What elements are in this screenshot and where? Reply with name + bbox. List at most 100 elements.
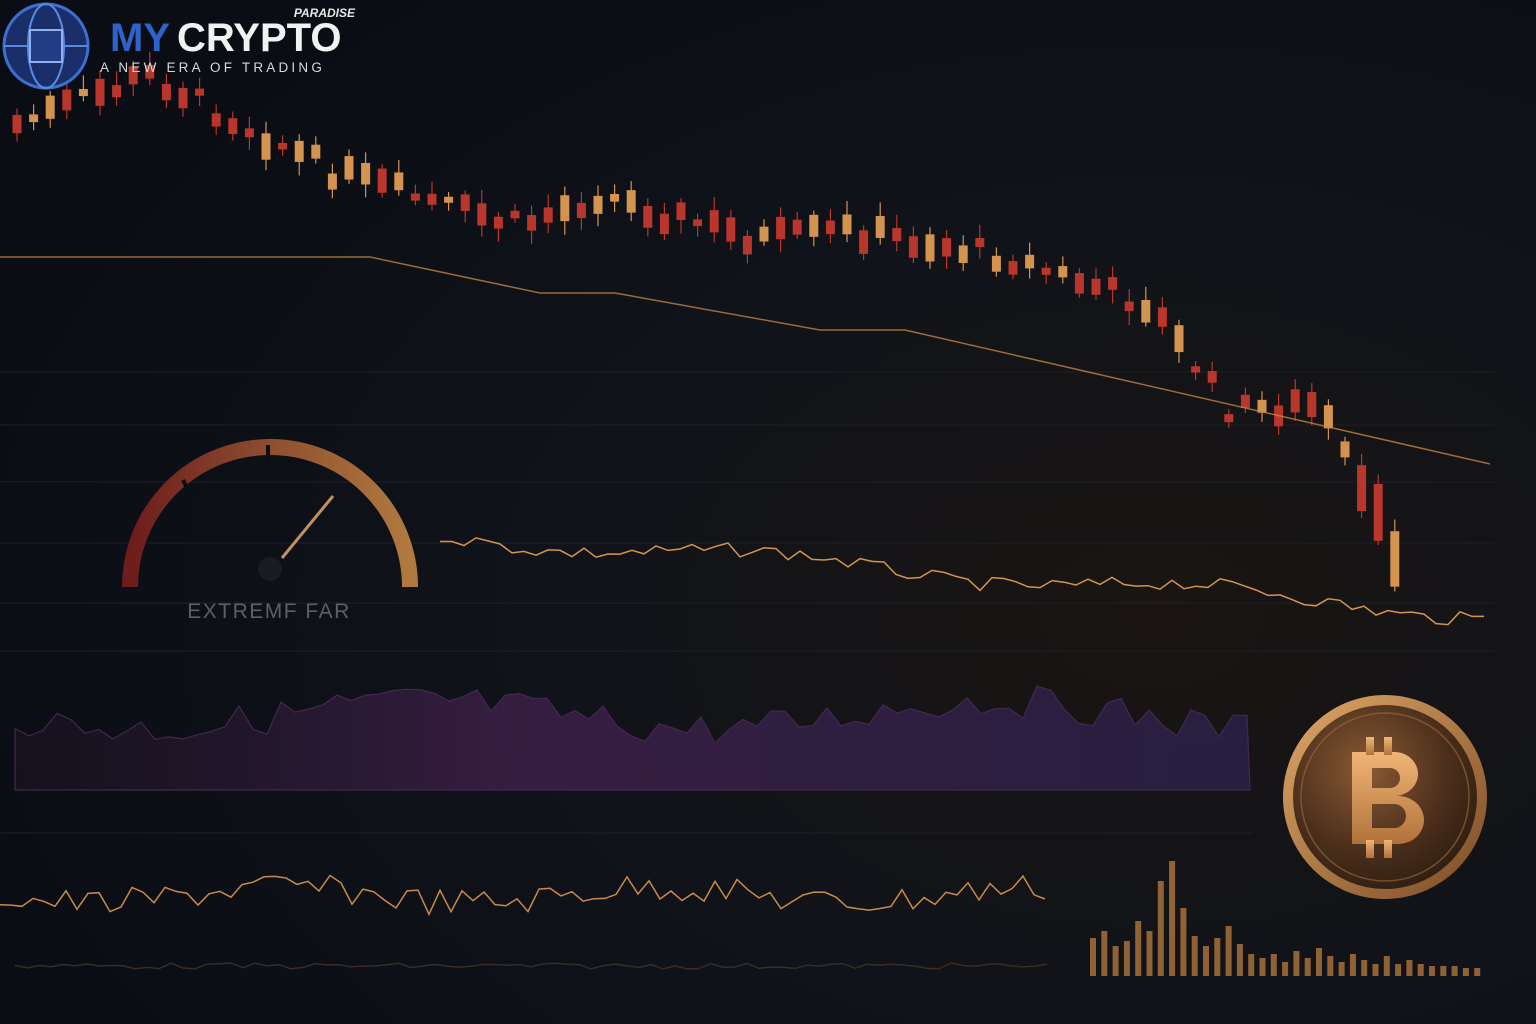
candle-body [626,190,636,213]
volume-bar [1191,936,1198,976]
volume-bar [1440,966,1447,976]
candle-body [12,114,22,134]
logo: MY CRYPTO PARADISE A NEW ERA OF TRADING [2,2,356,90]
candle-body [278,142,288,150]
candle-body [444,196,454,203]
candle-body [543,207,553,223]
coin-symbol [1352,752,1424,844]
volume-bar [1406,960,1413,976]
volume-bar [1395,964,1402,976]
sentiment-line [440,537,1484,626]
candle-body [1124,301,1134,312]
volume-bar [1417,964,1424,976]
candle-body [493,216,503,229]
volume-bar [1474,968,1481,976]
candle-body [62,89,72,111]
candle-body [958,245,968,264]
candle-body [78,88,88,97]
gauge-hub [258,557,282,581]
volume-bar [1203,946,1209,976]
candle-body [311,144,321,159]
candle-body [1008,261,1018,275]
trend-line [0,256,1491,465]
volume-bar [1101,931,1108,976]
candle-body [477,203,487,226]
candle-body [261,133,271,160]
volume-bar [1225,926,1232,976]
candle-body [244,128,254,138]
candle-body [195,88,205,96]
candle-body [1041,267,1051,275]
candle-body [1340,441,1350,458]
candle-body [112,85,122,98]
candle-body [410,193,420,201]
volume-bar [1293,951,1300,976]
gauge-label: EXTREMF FAR [187,600,351,623]
candle-body [1257,399,1267,413]
candle-body [560,195,570,222]
coin-symbol-bar [1366,840,1374,858]
volume-bar [1462,968,1469,976]
volume-bar [1180,908,1187,976]
candle-body [211,113,221,127]
candle-body [178,87,188,109]
candle-body [294,140,304,162]
candle-body [676,202,686,220]
volume-bar [1372,964,1379,976]
volume-bar [1451,966,1458,976]
candle-body [842,214,852,235]
candle-body [1074,273,1084,294]
volume-bar [1429,966,1435,976]
gauge-divider [181,479,192,495]
volume-bar [1316,948,1322,976]
candle-body [892,228,902,242]
volume-bar [1327,956,1334,976]
candle-body [1058,266,1068,278]
candle-body [1091,278,1101,295]
volume-area [14,685,1251,791]
candle-body [1373,483,1383,541]
bitcoin-coin [1283,695,1487,899]
candle-body [809,214,819,237]
candle-body [908,236,918,258]
volume-bar [1259,958,1266,976]
candle-body [1390,531,1400,587]
candle-body [1157,307,1167,327]
logo-badge: PARADISE [294,6,356,20]
candle-body [377,168,387,193]
indicator-lines [0,537,1484,970]
oscillator-line [0,874,1046,917]
candle-body [742,235,752,255]
candle-body [875,216,885,238]
candle-body [792,219,802,235]
volume-bar [1123,941,1130,976]
logo-chip [29,29,63,63]
candle-body [1174,325,1184,353]
volume-bar [1248,954,1255,976]
faint-line [14,962,1048,970]
candle-body [925,234,935,262]
candle-body [95,78,105,106]
candle-body [327,173,337,190]
candle-body [1207,371,1217,383]
candle-body [145,64,155,79]
candle-body [228,118,238,135]
candle-body [1025,254,1035,269]
candle-body [1141,300,1151,323]
candle-body [709,210,719,233]
candle-body [1357,465,1367,512]
candle-body [510,210,520,219]
volume-bar [1157,881,1164,976]
volume-bar [1214,938,1221,976]
candle-body [759,226,769,242]
candle-body [344,156,354,180]
grid [0,371,1495,834]
volume-bar [1112,946,1119,976]
candle-body [859,230,869,254]
volume-bar [1146,931,1153,976]
logo-prefix: MY [110,16,170,60]
volume-bar [1383,956,1390,976]
volume-bar [1304,958,1311,976]
candle-body [593,195,603,214]
